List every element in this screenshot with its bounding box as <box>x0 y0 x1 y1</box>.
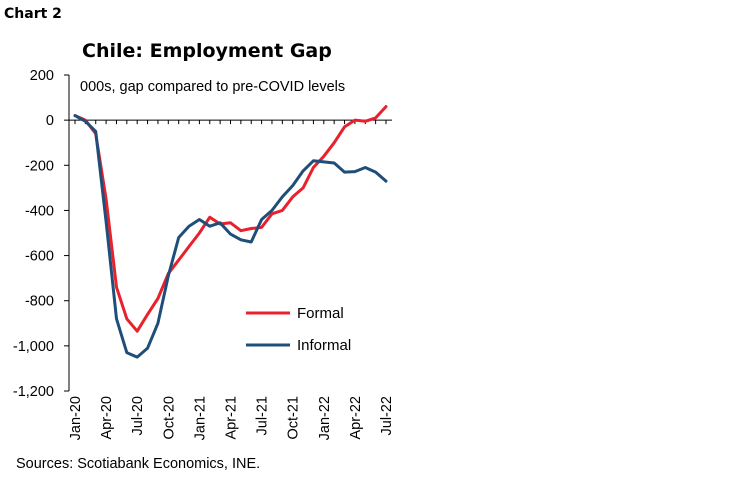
x-tick-label: Jan-21 <box>192 396 208 440</box>
chart-title: Chile: Employment Gap <box>82 40 332 62</box>
source-note: Sources: Scotiabank Economics, INE. <box>16 456 261 472</box>
x-tick-label: Oct-21 <box>286 396 302 440</box>
x-tick-label: Apr-22 <box>348 396 364 440</box>
series-line-informal <box>73 114 388 359</box>
x-tick-label: Jul-21 <box>255 396 271 436</box>
x-tick-label: Apr-20 <box>99 396 115 440</box>
y-tick-label: -1,000 <box>13 339 54 355</box>
x-tick-label: Apr-21 <box>224 396 240 440</box>
chart-number-label: Chart 2 <box>4 6 62 22</box>
chart-subtitle: 000s, gap compared to pre-COVID levels <box>80 79 345 95</box>
y-tick-label: -600 <box>25 249 54 265</box>
y-axis-ticks: 200 0 -200 -400 -600 -800 -1,000 -1,200 <box>13 68 69 400</box>
x-tick-label: Jan-20 <box>68 396 84 440</box>
x-tick-label: Oct-20 <box>161 396 177 440</box>
y-tick-label: -200 <box>25 158 54 174</box>
x-tick-label: Jul-22 <box>379 396 395 436</box>
x-axis-ticks: Jan-20 Apr-20 Jul-20 Oct-20 Jan-21 Apr-21 Jul-… <box>68 120 395 440</box>
y-tick-label: -400 <box>25 203 54 219</box>
series-line-formal <box>73 105 388 333</box>
x-tick-label: Jul-20 <box>130 396 146 436</box>
legend-label-informal: Informal <box>297 337 351 354</box>
legend-label-formal: Formal <box>297 305 344 322</box>
y-tick-label: -1,200 <box>13 384 54 400</box>
chart-legend: Formal Informal <box>246 305 351 354</box>
y-tick-label: -800 <box>25 294 54 310</box>
y-tick-label: 0 <box>46 113 54 129</box>
x-tick-label: Jan-22 <box>317 396 333 440</box>
y-tick-label: 200 <box>30 68 54 84</box>
series-lines <box>73 105 388 359</box>
